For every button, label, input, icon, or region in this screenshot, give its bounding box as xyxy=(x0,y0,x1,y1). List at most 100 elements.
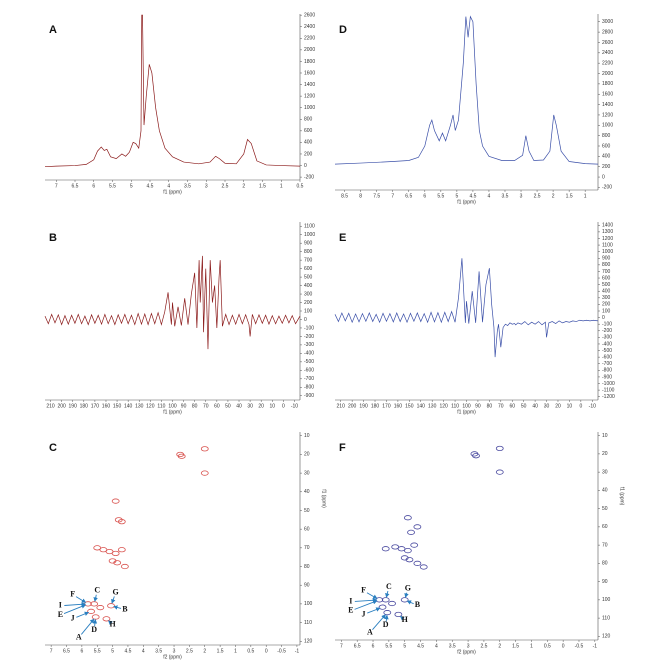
spectrum-line xyxy=(334,258,599,358)
annotation-label: C xyxy=(386,582,392,591)
x-tick-label: 120 xyxy=(439,403,448,409)
y-axis-label: f1 (ppm) xyxy=(619,487,625,506)
y-tick-label: -600 xyxy=(602,354,612,360)
x-tick-label: 3.5 xyxy=(184,183,191,189)
y-tick-label: -100 xyxy=(602,322,612,328)
y-tick-label: 20 xyxy=(602,451,608,457)
y-tick-label: 0 xyxy=(602,315,605,321)
y-tick-label: 2000 xyxy=(304,47,315,53)
y-tick-label: 80 xyxy=(602,561,608,567)
annotation-arrow xyxy=(64,602,86,607)
x-tick-label: 30 xyxy=(544,403,550,409)
cross-peak xyxy=(117,547,126,553)
y-tick-label: -1100 xyxy=(602,387,615,393)
x-tick-label: -10 xyxy=(589,403,596,409)
annotation-arrow xyxy=(113,605,122,610)
y-tick-label: 900 xyxy=(304,241,313,247)
y-tick-label: 1400 xyxy=(602,223,613,229)
y-tick-label: -400 xyxy=(602,341,612,347)
y-tick-label: 2200 xyxy=(304,36,315,42)
y-tick-label: 300 xyxy=(304,291,313,297)
annotation-label: J xyxy=(71,614,75,623)
y-tick-label: 40 xyxy=(602,488,608,494)
panel-label: D xyxy=(339,24,347,36)
x-tick-label: 5.5 xyxy=(385,643,392,649)
annotation-label: I xyxy=(349,597,352,606)
cross-peak xyxy=(410,542,419,548)
annotation-label: A xyxy=(76,632,82,641)
x-tick-label: 2 xyxy=(552,193,555,199)
x-tick-label: 210 xyxy=(337,403,346,409)
cross-peak xyxy=(96,605,105,611)
panel-label: A xyxy=(49,24,57,36)
cross-peak xyxy=(495,445,504,452)
cross-peak xyxy=(413,524,422,530)
y-tick-label: -300 xyxy=(304,342,314,348)
y-tick-label: -200 xyxy=(304,334,314,340)
x-tick-label: 90 xyxy=(475,403,481,409)
panel-label: F xyxy=(339,442,346,454)
x-tick-label: 6 xyxy=(423,193,426,199)
x-tick-label: 5 xyxy=(455,193,458,199)
y-tick-label: 800 xyxy=(602,133,611,139)
x-tick-label: 2 xyxy=(203,648,206,654)
y-tick-label: 2600 xyxy=(304,12,315,18)
y-tick-label: 0 xyxy=(304,163,307,169)
y-tick-label: 1200 xyxy=(304,93,315,99)
y-tick-label: -900 xyxy=(304,393,314,399)
y-tick-label: -200 xyxy=(602,185,612,191)
cross-peak xyxy=(472,453,480,459)
y-axis-label: f1 (ppm) xyxy=(321,489,327,508)
y-tick-label: 800 xyxy=(304,117,313,123)
annotation-arrow xyxy=(399,615,405,621)
cross-peak xyxy=(107,603,115,609)
x-tick-label: 1.5 xyxy=(259,183,266,189)
x-tick-label: 2 xyxy=(242,183,245,189)
annotation-arrow xyxy=(111,596,116,604)
x-tick-label: 4.5 xyxy=(147,183,154,189)
cross-peak xyxy=(383,610,392,616)
y-tick-label: 10 xyxy=(602,433,608,439)
y-tick-label: 400 xyxy=(304,140,313,146)
x-tick-label: 0 xyxy=(562,643,565,649)
annotation-arrow xyxy=(367,607,381,614)
y-tick-label: 400 xyxy=(602,289,611,295)
annotation-arrow xyxy=(107,620,113,625)
x-tick-label: 7 xyxy=(50,648,53,654)
x-tick-label: 3.5 xyxy=(155,648,162,654)
x-tick-label: 7 xyxy=(391,193,394,199)
x-tick-label: 6.5 xyxy=(63,648,70,654)
y-tick-label: 700 xyxy=(602,269,611,275)
y-tick-label: 90 xyxy=(602,579,608,585)
y-tick-label: 40 xyxy=(304,489,310,495)
x-tick-label: 180 xyxy=(80,403,89,409)
x-tick-label: 5 xyxy=(403,643,406,649)
y-tick-label: 2400 xyxy=(602,50,613,56)
annotation-label: C xyxy=(94,586,100,595)
x-tick-label: 20 xyxy=(258,403,264,409)
x-tick-label: 100 xyxy=(462,403,471,409)
x-tick-label: 110 xyxy=(157,403,165,409)
annotation-label: F xyxy=(361,586,366,595)
x-axis-label: f2 (ppm) xyxy=(457,649,476,655)
y-tick-label: 300 xyxy=(602,295,611,301)
cross-peak xyxy=(200,446,209,452)
x-tick-label: 160 xyxy=(102,403,111,409)
y-tick-label: 1300 xyxy=(602,229,613,235)
x-tick-label: 1 xyxy=(280,183,283,189)
y-tick-label: 30 xyxy=(602,469,608,475)
y-tick-label: 600 xyxy=(304,266,313,272)
annotation-label: B xyxy=(122,604,128,613)
x-tick-label: 4 xyxy=(142,648,145,654)
y-tick-label: 60 xyxy=(602,524,608,530)
y-tick-label: 700 xyxy=(304,257,313,263)
y-tick-label: 1100 xyxy=(602,242,613,248)
x-tick-label: 6.5 xyxy=(405,193,412,199)
y-tick-label: 80 xyxy=(304,564,310,570)
annotation-arrow xyxy=(384,614,389,622)
x-tick-label: 6.5 xyxy=(354,643,361,649)
x-tick-label: 170 xyxy=(382,403,391,409)
x-tick-label: 180 xyxy=(371,403,380,409)
y-tick-label: 100 xyxy=(602,597,611,603)
